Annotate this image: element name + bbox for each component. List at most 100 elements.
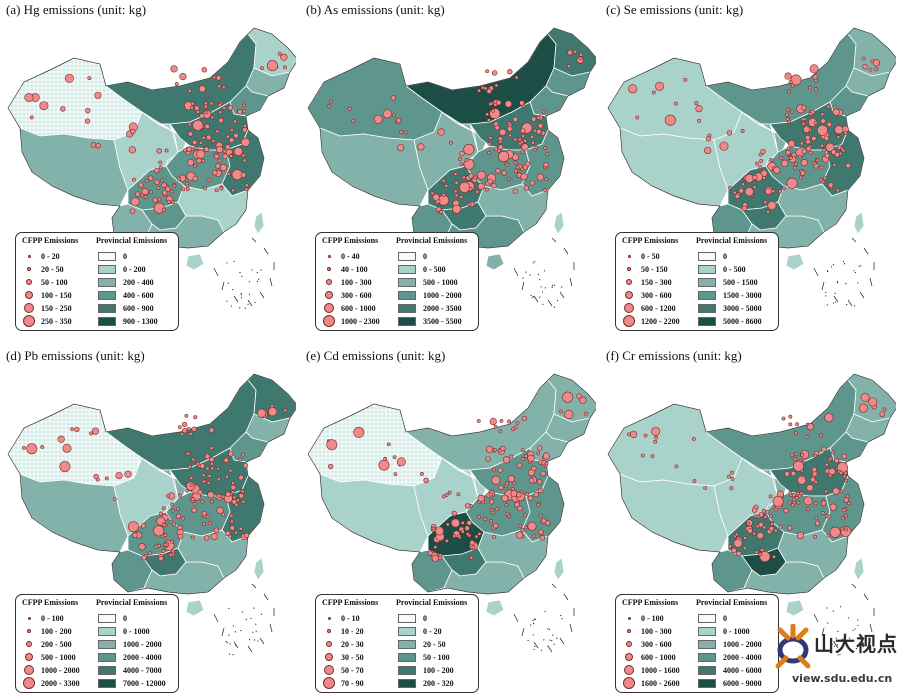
island-dot xyxy=(551,286,553,288)
power-plant-marker xyxy=(328,99,333,104)
power-plant-marker xyxy=(773,166,781,174)
legend-circle-icon xyxy=(27,616,31,620)
power-plant-marker xyxy=(786,525,793,531)
legend-swatch xyxy=(398,264,416,274)
legend-provincial-item: 4000 - 7000 xyxy=(98,664,162,676)
island-dot xyxy=(226,300,228,302)
power-plant-marker xyxy=(785,149,791,156)
legend-header-cfpp: CFPP Emissions xyxy=(22,598,79,607)
island-dot xyxy=(258,278,260,280)
legend-cfpp-label: 70 - 90 xyxy=(341,678,364,688)
power-plant-marker xyxy=(813,78,818,83)
legend-header-provincial: Provincial Emissions xyxy=(696,598,768,607)
power-plant-marker xyxy=(199,113,205,119)
legend-provincial-item: 3500 - 5500 xyxy=(398,315,462,327)
power-plant-marker xyxy=(773,528,778,533)
island-dot xyxy=(843,263,846,265)
boundary-dash xyxy=(859,291,865,299)
power-plant-marker xyxy=(198,85,206,93)
power-plant-marker xyxy=(485,112,489,117)
power-plant-marker xyxy=(193,415,198,420)
power-plant-marker xyxy=(188,464,193,469)
power-plant-marker xyxy=(431,526,436,531)
legend-cfpp-item: 500 - 1000 xyxy=(22,651,76,663)
power-plant-marker xyxy=(741,182,745,187)
power-plant-marker xyxy=(516,462,523,468)
boundary-dash xyxy=(563,593,569,601)
island-dot xyxy=(544,610,546,613)
boundary-dash xyxy=(263,593,269,601)
power-plant-marker xyxy=(196,157,202,164)
power-plant-marker xyxy=(814,87,818,92)
island-dot xyxy=(549,639,551,641)
power-plant-marker xyxy=(635,115,640,120)
island-dot xyxy=(837,654,839,656)
legend-provincial-label: 500 - 1000 xyxy=(423,277,458,287)
power-plant-marker xyxy=(806,507,810,511)
power-plant-marker xyxy=(431,554,439,562)
legend-circle-icon xyxy=(627,254,631,258)
legend-provincial-label: 900 - 1300 xyxy=(123,316,158,326)
boundary-dash xyxy=(847,299,853,307)
power-plant-marker xyxy=(191,426,197,432)
power-plant-marker xyxy=(538,529,544,535)
power-plant-marker xyxy=(531,533,536,538)
legend-provincial-label: 600 - 900 xyxy=(123,303,154,313)
legend-provincial-label: 6000 - 9000 xyxy=(723,678,762,688)
power-plant-marker xyxy=(210,115,215,120)
power-plant-marker xyxy=(430,191,435,196)
power-plant-marker xyxy=(176,506,180,511)
legend-swatch xyxy=(398,665,416,675)
boundary-dash xyxy=(847,645,853,653)
power-plant-marker xyxy=(520,528,525,533)
power-plant-marker xyxy=(489,519,493,524)
power-plant-marker xyxy=(504,503,509,507)
power-plant-marker xyxy=(207,491,215,499)
power-plant-marker xyxy=(754,550,759,555)
power-plant-marker xyxy=(734,532,739,537)
power-plant-marker xyxy=(772,554,776,559)
island-dot xyxy=(853,305,856,307)
power-plant-marker xyxy=(217,158,222,163)
power-plant-marker xyxy=(459,150,465,157)
power-plant-marker xyxy=(728,185,732,190)
power-plant-marker xyxy=(843,130,848,135)
island-dot xyxy=(858,265,860,267)
province-xz xyxy=(319,473,429,553)
legend-swatch xyxy=(398,626,416,636)
power-plant-marker xyxy=(213,153,220,160)
power-plant-marker xyxy=(242,462,249,469)
power-plant-marker xyxy=(523,513,527,518)
power-plant-marker xyxy=(819,165,824,170)
power-plant-marker xyxy=(217,84,222,89)
island-dot xyxy=(543,639,545,641)
island-dot xyxy=(235,644,237,646)
power-plant-marker xyxy=(219,164,228,172)
power-plant-marker xyxy=(578,56,583,61)
legend-circle-icon xyxy=(624,303,634,313)
island-dot xyxy=(542,303,544,305)
power-plant-marker xyxy=(704,146,712,155)
power-plant-marker xyxy=(260,66,264,71)
legend-provincial-label: 2000 - 4000 xyxy=(123,652,162,662)
island-dot xyxy=(252,631,254,633)
legend-provincial-item: 3000 - 5000 xyxy=(698,302,762,314)
power-plant-marker xyxy=(468,173,474,179)
boundary-dash xyxy=(513,613,519,623)
power-plant-marker xyxy=(217,103,222,107)
power-plant-marker xyxy=(185,187,190,192)
power-plant-marker xyxy=(843,513,848,518)
legend-swatch xyxy=(98,613,116,623)
power-plant-marker xyxy=(138,543,146,551)
power-plant-marker xyxy=(493,424,498,429)
power-plant-marker xyxy=(794,496,799,500)
power-plant-marker xyxy=(826,533,831,538)
legend-provincial-item: 7000 - 12000 xyxy=(98,677,166,689)
island-dot xyxy=(232,289,234,291)
power-plant-marker xyxy=(473,175,478,180)
legend-cfpp-item: 0 - 100 xyxy=(22,612,64,624)
province-xj xyxy=(607,57,743,141)
power-plant-marker xyxy=(180,432,185,437)
island-dot xyxy=(837,630,839,632)
power-plant-marker xyxy=(541,518,547,524)
